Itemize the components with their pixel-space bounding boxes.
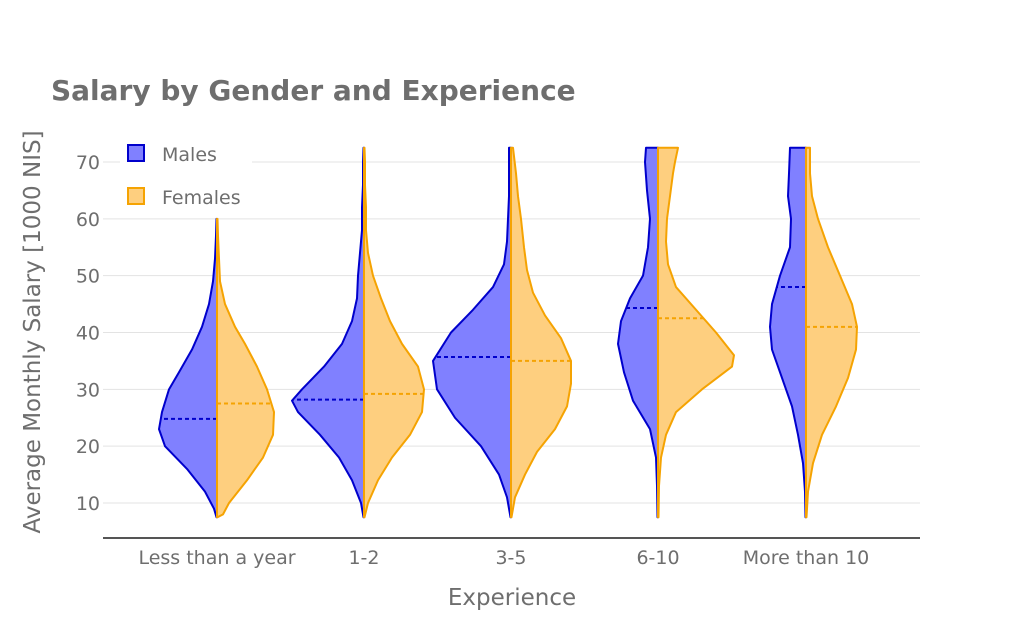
females-violin: [216, 217, 275, 519]
legend-swatch-females[interactable]: [127, 187, 145, 205]
x-axis-ticks: Less than a year 1-2 3-5 6-10 More than 10: [138, 547, 869, 569]
x-tick-label: More than 10: [743, 547, 870, 569]
legend: Males Females: [120, 132, 252, 216]
y-tick-label: 40: [76, 323, 100, 345]
females-violin: [363, 146, 425, 519]
y-tick-label: 30: [76, 379, 100, 401]
y-tick-label: 20: [76, 436, 100, 458]
y-tick-label: 60: [76, 209, 100, 231]
x-axis-label: Experience: [448, 585, 576, 611]
plot-area: [158, 146, 858, 519]
y-tick-label: 50: [76, 266, 100, 288]
legend-label-males[interactable]: Males: [162, 144, 217, 166]
y-tick-label: 70: [76, 152, 100, 174]
chart-title: Salary by Gender and Experience: [51, 74, 576, 107]
males-violin: [769, 146, 807, 519]
females-violin: [805, 146, 858, 519]
females-violin: [657, 146, 735, 519]
x-tick-label: 1-2: [348, 547, 379, 569]
y-axis-ticks: 10 20 30 40 50 60 70: [76, 152, 100, 515]
legend-label-females[interactable]: Females: [162, 187, 241, 209]
x-tick-label: Less than a year: [138, 547, 295, 569]
males-violin: [158, 217, 218, 519]
y-tick-label: 10: [76, 493, 100, 515]
males-violin: [617, 146, 659, 519]
females-violin: [510, 146, 572, 519]
males-violin: [432, 146, 512, 519]
x-tick-label: 6-10: [636, 547, 679, 569]
y-axis-label: Average Monthly Salary [1000 NIS]: [20, 130, 46, 533]
legend-swatch-males[interactable]: [127, 144, 145, 162]
x-tick-label: 3-5: [495, 547, 526, 569]
